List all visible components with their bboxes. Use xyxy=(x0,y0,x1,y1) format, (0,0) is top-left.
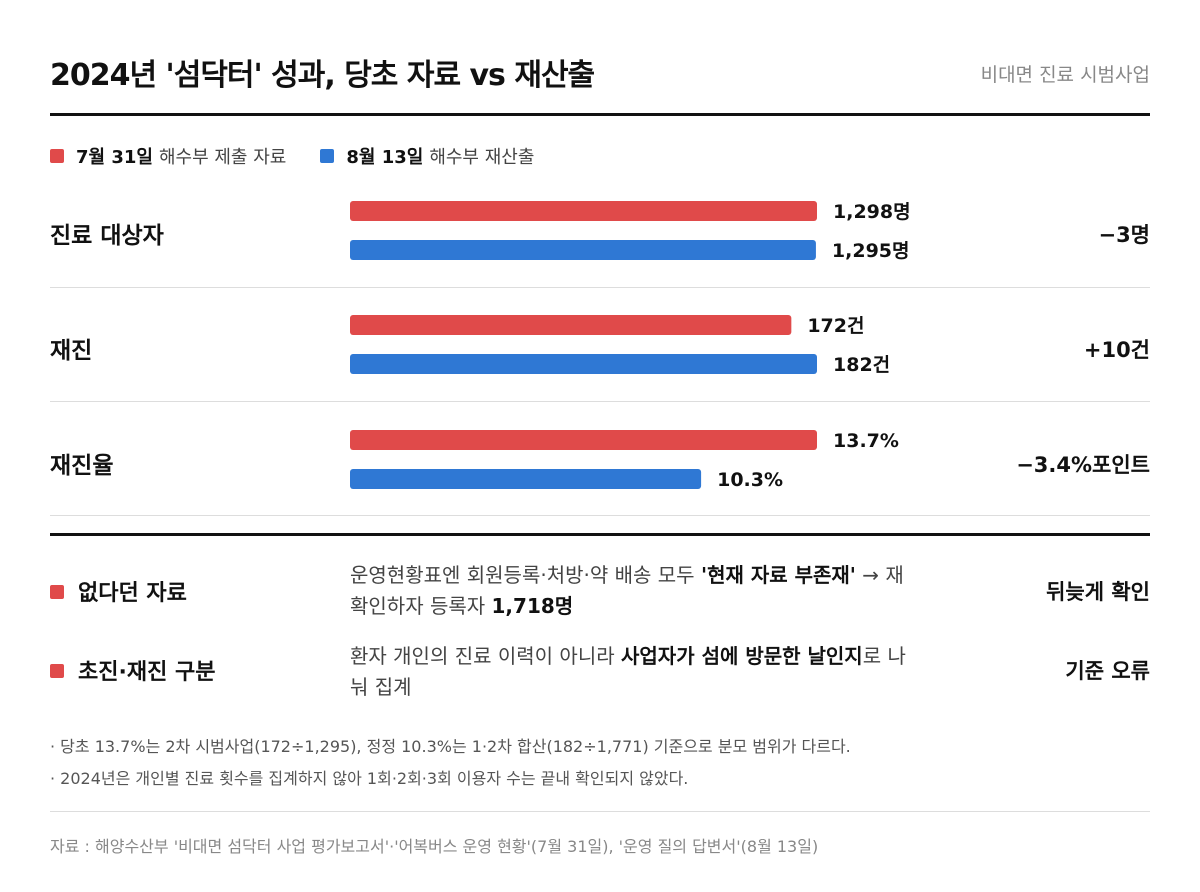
category-label-patients: 진료 대상자 xyxy=(50,223,164,249)
note-result-missing-data: 뒤늦게 확인 xyxy=(1046,580,1150,604)
note-marker-classification xyxy=(50,664,64,678)
bar-2-recalc xyxy=(350,469,702,489)
diff-label-patients: −3명 xyxy=(1098,223,1150,247)
note-desc-emphasis: 사업자가 섬에 방문한 날인지 xyxy=(621,644,863,668)
diff-label-revisits: +10건 xyxy=(1083,338,1150,362)
legend-swatch-original xyxy=(50,149,64,163)
legend-text-recalc: 해수부 재산출 xyxy=(429,147,535,168)
page-title: 2024년 '섬닥터' 성과, 당초 자료 vs 재산출 xyxy=(50,58,595,93)
section-divider xyxy=(50,533,1150,536)
bar-label-1-recalc: 182건 xyxy=(833,354,890,376)
category-label-revisit-rate: 재진율 xyxy=(50,453,114,479)
note-label-missing-data: 없다던 자료 xyxy=(78,581,187,606)
row-divider-1 xyxy=(50,287,1150,288)
bar-label-0-original: 1,298명 xyxy=(833,201,911,223)
bar-label-2-original: 13.7% xyxy=(833,430,899,452)
note-desc-missing-data: 운영현황표엔 회원등록·처방·약 배송 모두 '현재 자료 부존재' → 재확인… xyxy=(350,560,910,622)
row-divider-2 xyxy=(50,401,1150,402)
footnote-1: · 당초 13.7%는 2차 시범사업(172÷1,295), 정정 10.3%… xyxy=(50,737,851,756)
source-note: 자료 : 해양수산부 '비대면 섬닥터 사업 평가보고서'·'어복버스 운영 현… xyxy=(50,837,819,856)
note-desc-text: 환자 개인의 진료 이력이 아니라 xyxy=(350,644,621,668)
bar-label-2-recalc: 10.3% xyxy=(717,469,783,491)
note-result-classification: 기준 오류 xyxy=(1065,659,1150,683)
footer-divider xyxy=(50,811,1150,812)
bar-1-recalc xyxy=(350,354,817,374)
category-label-revisits: 재진 xyxy=(50,338,93,364)
note-desc-emphasis: 1,718명 xyxy=(491,594,574,618)
legend-item-recalc: 8월 13일 해수부 재산출 xyxy=(320,143,534,169)
legend-date-original: 7월 31일 xyxy=(76,147,153,168)
bar-0-original xyxy=(350,201,817,221)
page-subtitle: 비대면 진료 시범사업 xyxy=(980,64,1150,86)
note-desc-text: → 재확인하자 등록자 xyxy=(350,563,904,618)
chart-legend: 7월 31일 해수부 제출 자료 8월 13일 해수부 재산출 xyxy=(50,143,568,169)
diff-label-revisit-rate: −3.4%포인트 xyxy=(1016,453,1150,477)
bar-2-original xyxy=(350,430,817,450)
note-row-classification: 초진·재진 구분 환자 개인의 진료 이력이 아니라 사업자가 섬에 방문한 날… xyxy=(50,641,1150,703)
note-label-classification: 초진·재진 구분 xyxy=(78,660,216,685)
bar-0-recalc xyxy=(350,240,816,260)
legend-swatch-recalc xyxy=(320,149,335,163)
note-desc-text: 운영현황표엔 회원등록·처방·약 배송 모두 xyxy=(350,563,701,587)
bar-1-original xyxy=(350,315,792,335)
legend-text-original: 해수부 제출 자료 xyxy=(158,147,287,168)
header-divider xyxy=(50,113,1150,116)
note-desc-text: 로 나눠 집계 xyxy=(350,644,906,699)
bar-label-0-recalc: 1,295명 xyxy=(832,240,910,262)
note-marker-missing-data xyxy=(50,585,64,599)
legend-date-recalc: 8월 13일 xyxy=(346,147,424,168)
note-row-missing-data: 없다던 자료 운영현황표엔 회원등록·처방·약 배송 모두 '현재 자료 부존재… xyxy=(50,560,1150,622)
note-desc-emphasis: '현재 자료 부존재' xyxy=(700,563,856,587)
note-desc-classification: 환자 개인의 진료 이력이 아니라 사업자가 섬에 방문한 날인지로 나눠 집계 xyxy=(350,641,910,703)
legend-item-original: 7월 31일 해수부 제출 자료 xyxy=(50,143,286,169)
footnote-2: · 2024년은 개인별 진료 횟수를 집계하지 않아 1회·2회·3회 이용자… xyxy=(50,769,689,788)
row-divider-3 xyxy=(50,515,1150,516)
bar-label-1-original: 172건 xyxy=(807,315,864,337)
